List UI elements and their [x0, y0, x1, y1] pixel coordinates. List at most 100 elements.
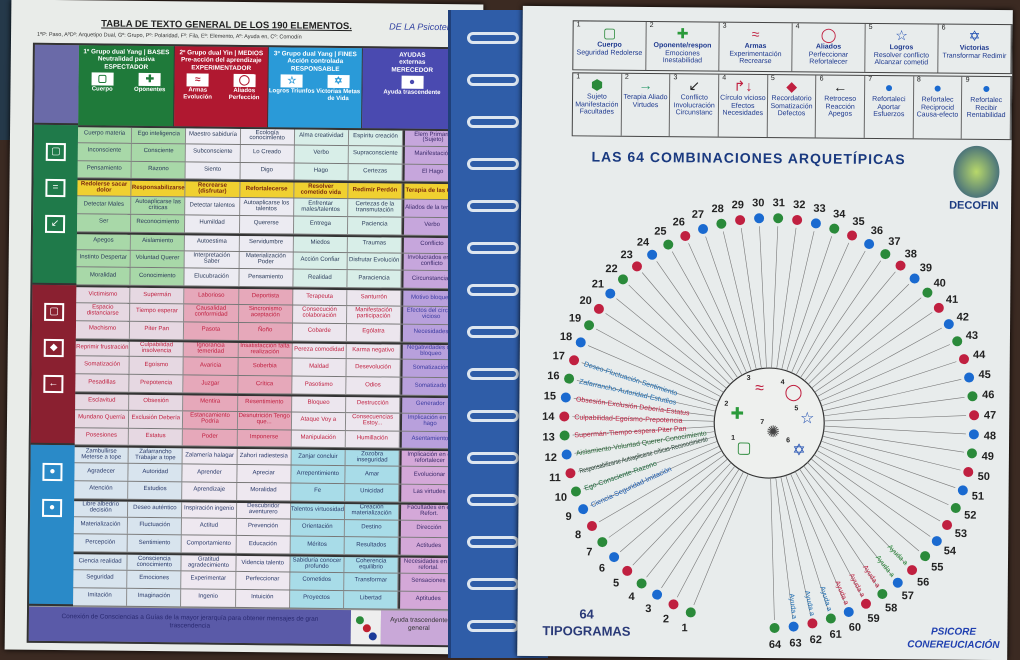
table-cell: Prepotencia: [129, 374, 184, 393]
combination-marker-icon: [969, 410, 980, 421]
table-cell: Santurrón: [347, 290, 402, 306]
archetype-glyph-icon: ≈: [186, 73, 209, 87]
table-cell: Fluctuación: [128, 517, 183, 535]
combination-number: 27: [692, 209, 704, 221]
table-cell: Paciencia: [347, 217, 403, 235]
legend-number: 1: [576, 21, 581, 29]
spoke-line: [628, 284, 731, 385]
combination-number: 19: [569, 313, 581, 325]
legend-item: 1 ⬢ Sujeto Manifestación Facultades: [572, 73, 622, 136]
table-cell: Coherencia equilibrio: [344, 557, 399, 573]
combination-marker-icon: [773, 213, 784, 224]
table-cell: Realidad: [293, 269, 348, 288]
legend-item: 1 ▢ Cuerpo Seguridad Redolerse: [573, 21, 647, 70]
table-cell: Esclavitud: [75, 394, 130, 410]
table-cell: Arrepentimiento: [291, 465, 346, 484]
combination-marker-icon: [931, 536, 942, 547]
table-cell: Insatisfacción falta realización: [238, 342, 293, 358]
legend-text: Refortalec Reciprocid Causa-efecto: [916, 96, 959, 120]
spoke-line: [819, 344, 950, 402]
table-cell: Deseo auténtico: [128, 501, 183, 517]
combination-number: 54: [944, 545, 957, 557]
table-cell: Soberbia: [238, 358, 293, 376]
combination-marker-icon: [698, 224, 709, 235]
table-cell: Aprender: [182, 464, 238, 482]
table-cell: Cobarde: [292, 323, 347, 341]
center-number: 3: [747, 375, 751, 382]
table-cell: Redolerse sacar dolor: [77, 180, 132, 197]
spoke-line: [740, 227, 762, 369]
combination-marker-icon: [829, 223, 840, 234]
combination-marker-icon: [652, 589, 663, 600]
combination-number: 38: [905, 248, 917, 260]
combination-number: 20: [579, 295, 591, 307]
combination-number: 42: [957, 311, 969, 323]
header-role: RESPONSABLE: [290, 65, 340, 73]
table-cell: Juzgar: [183, 375, 239, 393]
group-header: 1º Grupo dual Yang | BASES Neutralidad pa…: [78, 45, 175, 127]
center-archetype-icon: ≈: [755, 380, 764, 397]
table-cell: Destino: [344, 519, 400, 537]
legend-number: 8: [916, 76, 921, 84]
table-cell: Humildad: [185, 215, 240, 233]
table-cell: Gratitud agradecimiento: [181, 555, 237, 571]
tipogramas-count: 64: [579, 606, 594, 622]
combination-marker-icon: [605, 288, 616, 299]
combination-marker-icon: [792, 214, 803, 225]
combination-number: 49: [982, 451, 994, 463]
table-cell: Apegos: [76, 234, 132, 250]
spoke-label: Ayuda a: [886, 544, 909, 567]
combination-marker-icon: [958, 354, 969, 365]
combinations-fan: 123456789Ciencia-Seguridad-Imitación10Eg…: [542, 197, 996, 651]
binder-ring: [467, 452, 519, 464]
combination-number: 43: [966, 330, 978, 342]
table-cell: Traumas: [347, 236, 403, 253]
table-cell: Zozobra inseguridad: [345, 450, 400, 466]
spoke-line: [646, 465, 736, 578]
arrow-left-icon: ←: [43, 375, 64, 394]
header-item-label: Logros Triunfos: [268, 88, 315, 95]
combination-number: 51: [972, 491, 984, 503]
combination-marker-icon: [685, 607, 696, 618]
table-cell: Supermán: [130, 287, 185, 304]
legend-item: 6 ✡ Victorias Transformar Redimir: [938, 24, 1012, 74]
legend-number: 1: [576, 73, 581, 81]
combination-number: 10: [555, 492, 567, 504]
combination-marker-icon: [942, 520, 953, 531]
combination-marker-icon: [586, 521, 597, 532]
table-cell: Aprendizaje: [182, 482, 237, 500]
table-cell: Zambullirse Meterse a tope: [74, 447, 129, 463]
combination-marker-icon: [892, 577, 903, 588]
table-cell: Materialización: [73, 516, 129, 535]
square-icon: ▢: [44, 303, 65, 322]
table-cell: Deportista: [238, 289, 294, 305]
combination-number: 21: [592, 278, 604, 290]
arrow-icon: ↙: [44, 214, 66, 234]
section-green-icons: ▢ = ↙: [32, 124, 79, 286]
table-cell: Subconsciente: [186, 144, 241, 162]
spoke-line: [814, 312, 933, 393]
table-cell: Sentimiento: [127, 535, 183, 553]
table-cell: Interpretación Saber: [184, 250, 240, 269]
table-cell: Ataque Voy a: [291, 412, 347, 430]
table-cell: Piter Pan: [130, 321, 185, 339]
equals-icon: =: [45, 178, 66, 198]
combination-number: 48: [984, 430, 996, 442]
combination-number: 34: [833, 208, 846, 220]
table-cell: Obsesión: [129, 394, 184, 411]
legend-symbol-icon: ↙: [688, 77, 701, 94]
table-title: TABLA DE TEXTO GENERAL DE LOS 190 ELEMEN…: [101, 18, 352, 33]
header-item: ✚ Oponentes: [126, 72, 174, 94]
table-cell: Poder: [183, 428, 238, 447]
spoke-label: Ayuda a: [803, 590, 815, 617]
legend-text: Terapia Aliado Virtudes: [623, 93, 668, 109]
center-circle: [713, 367, 825, 479]
spoke-line: [816, 450, 941, 522]
spoke-line: [814, 454, 931, 537]
header-item-label: Cuerpo: [91, 86, 113, 93]
table-cell: Redimir Perdón: [348, 183, 403, 199]
spoke-line: [823, 430, 965, 453]
header-item-label: Aliados Perfección: [228, 87, 260, 101]
binder-ring: [467, 326, 519, 338]
combination-marker-icon: [584, 320, 595, 331]
